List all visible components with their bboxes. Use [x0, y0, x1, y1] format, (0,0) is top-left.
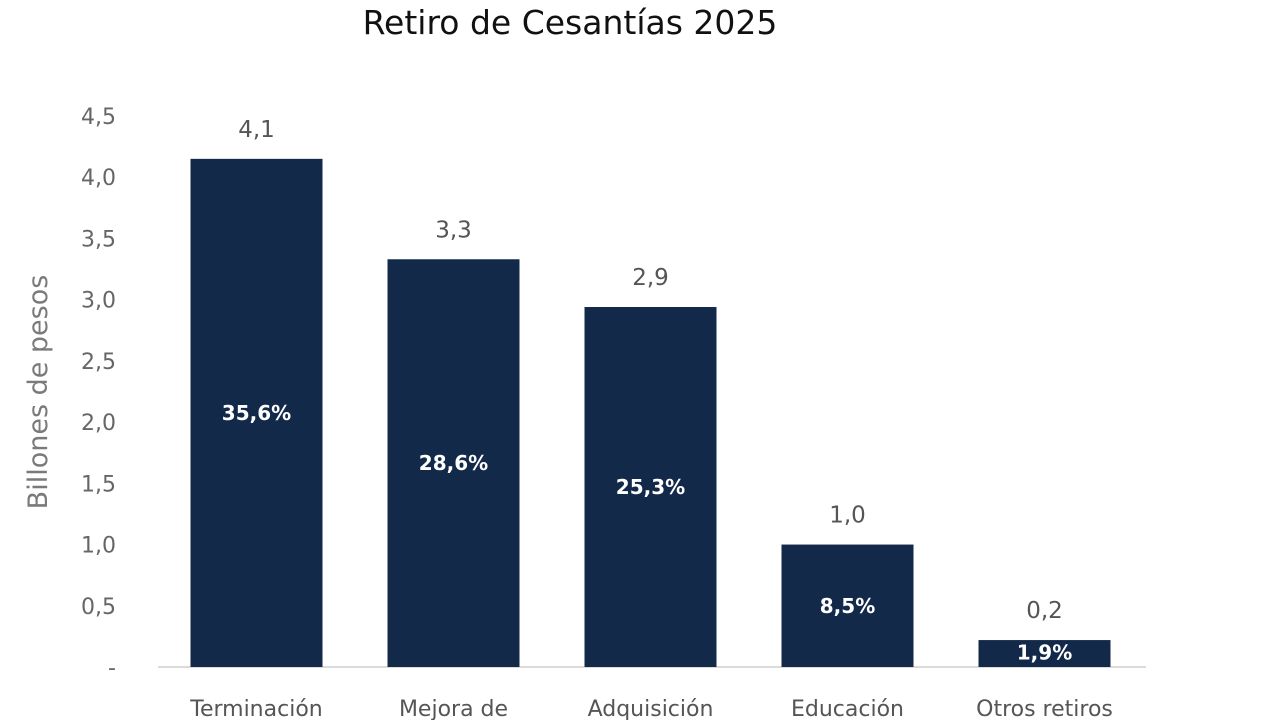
y-tick-label: 4,5 [81, 105, 116, 130]
bar-2 [387, 259, 520, 667]
y-tick-label: - [108, 656, 116, 681]
x-category-label: Adquisición [588, 697, 714, 720]
y-axis-ticks: - 0,5 1,0 1,5 2,0 2,5 3,0 3,5 4,0 4,5 [81, 105, 116, 681]
x-category-label: Mejora de [399, 697, 508, 720]
bar-percent-label: 25,3% [616, 475, 685, 499]
bar-value-label: 1,0 [829, 503, 866, 529]
bar-value-label: 0,2 [1026, 598, 1063, 624]
bar-5 [978, 640, 1111, 667]
y-tick-label: 3,5 [81, 227, 116, 252]
y-tick-label: 3,0 [81, 289, 116, 314]
y-tick-label: 1,5 [81, 472, 116, 497]
bar-4 [781, 544, 914, 667]
bar-percent-label: 8,5% [820, 594, 875, 618]
bar-3 [584, 307, 717, 667]
y-tick-label: 1,0 [81, 534, 116, 559]
y-tick-label: 0,5 [81, 595, 116, 620]
bar-percent-label: 1,9% [1017, 641, 1072, 665]
bar-value-label: 4,1 [238, 117, 275, 143]
bar-percent-label: 35,6% [222, 401, 291, 425]
bars-group: 4,1 35,6% Terminación 3,3 28,6% Mejora de 2,9 2… [189, 117, 1113, 720]
y-tick-label: 4,0 [81, 166, 116, 191]
x-category-label: Terminación [189, 697, 322, 720]
y-tick-label: 2,5 [81, 350, 116, 375]
bar-value-label: 3,3 [435, 217, 472, 243]
bar-1 [190, 158, 323, 667]
y-axis-title: Billones de pesos [23, 275, 54, 510]
bar-percent-label: 28,6% [419, 451, 488, 475]
chart-title: Retiro de Cesantías 2025 [363, 3, 778, 42]
bar-value-label: 2,9 [632, 265, 669, 291]
y-tick-label: 2,0 [81, 411, 116, 436]
x-category-label: Educación [791, 697, 904, 720]
x-category-label: Otros retiros [976, 697, 1113, 720]
